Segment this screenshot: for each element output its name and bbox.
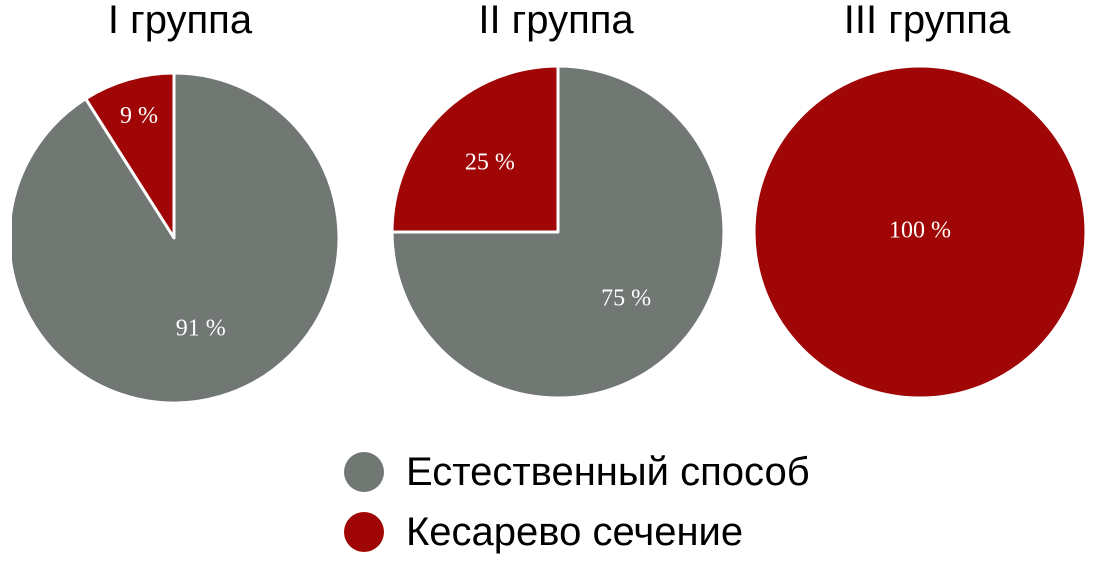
chart-title: II группа — [478, 0, 634, 42]
pie-slice — [12, 71, 341, 405]
slice-label: 9 % — [120, 103, 158, 129]
pie-svg: 100 % — [754, 64, 1088, 400]
chart-title: I группа — [107, 0, 253, 42]
legend-label: Естественный способ — [406, 449, 810, 494]
legend: Естественный способ Кесарево сечение — [344, 442, 810, 562]
slice-label: 25 % — [465, 149, 515, 175]
pie-slice — [754, 64, 1088, 400]
pie-slice — [84, 71, 176, 240]
chart-title: III группа — [843, 0, 1011, 42]
legend-item-cesarean: Кесарево сечение — [344, 502, 810, 562]
slice-label: 91 % — [176, 315, 226, 341]
legend-item-natural: Естественный способ — [344, 442, 810, 502]
slice-label: 100 % — [889, 218, 951, 244]
slice-label: 75 % — [601, 286, 651, 312]
pie-svg: 9 % 91 % — [12, 71, 341, 405]
legend-dot-icon — [344, 512, 384, 552]
legend-dot-icon — [344, 452, 384, 492]
pie-svg: 25 % 75 % — [390, 64, 726, 400]
pie-slice — [390, 64, 560, 234]
pie-slice — [390, 64, 726, 400]
legend-label: Кесарево сечение — [406, 509, 744, 554]
